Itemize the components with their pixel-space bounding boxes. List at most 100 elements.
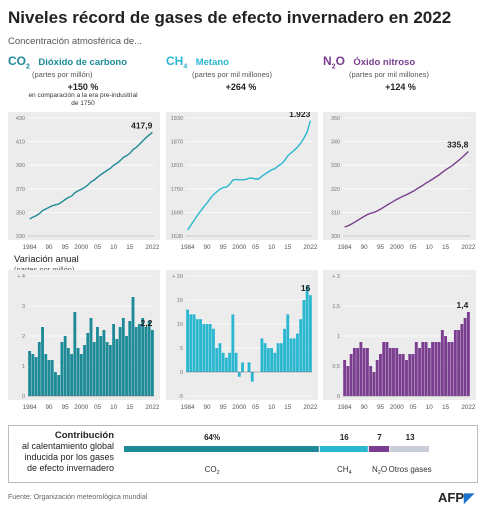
y-tick-label: 430 (16, 116, 25, 122)
gas-unit: (partes por mil millones) (192, 70, 273, 80)
bar (411, 354, 415, 396)
contribution-line: de efecto invernadero (26, 463, 114, 473)
bar (50, 360, 54, 396)
bar (283, 328, 286, 372)
bar (356, 348, 360, 396)
bar (86, 333, 90, 396)
y-tick-label: 1810 (171, 163, 183, 169)
series-line (187, 120, 312, 231)
bar (437, 342, 441, 396)
x-tick-label: 2022 (303, 244, 318, 251)
bar (270, 348, 274, 372)
x-tick-label: 15 (284, 244, 292, 251)
y-tick-label: + 4 (17, 274, 25, 280)
gas-name: Óxido nitroso (353, 57, 416, 68)
chart-panel-bg (323, 112, 476, 240)
bar (296, 333, 299, 372)
bar (28, 351, 32, 396)
x-tick-label: 10 (426, 244, 434, 251)
x-tick-label: 2000 (390, 244, 405, 251)
x-tick-label: 10 (268, 244, 276, 251)
contribution-category: Otros gases (389, 465, 432, 474)
bar (247, 362, 251, 372)
x-tick-label: 2000 (232, 404, 247, 411)
x-tick-label: 1984 (338, 244, 353, 251)
bar (102, 330, 106, 396)
bar (221, 352, 225, 372)
y-tick-label: 3 (22, 304, 25, 310)
bar (76, 348, 80, 396)
bar (47, 360, 51, 396)
bar (385, 342, 389, 396)
x-tick-label: 90 (361, 244, 369, 251)
bar (34, 357, 38, 396)
bar (427, 348, 431, 396)
contribution-bar: 64% CO2 16 CH4 7 N2O 13 Otros gases (124, 433, 432, 476)
gas-symbol: CO2 (8, 54, 30, 71)
x-tick-label: 95 (377, 404, 385, 411)
y-tick-label: 1750 (171, 187, 183, 193)
x-tick-label: 1984 (181, 244, 196, 251)
gas-unit: (partes por millón) (32, 70, 93, 80)
bar (401, 354, 405, 396)
bar (37, 342, 41, 396)
chart-panel-bg (166, 112, 318, 240)
bar (189, 314, 193, 372)
x-tick-label: 05 (252, 244, 260, 251)
bar (231, 314, 235, 372)
contribution-value: 16 (340, 433, 349, 442)
y-tick-label: 1630 (171, 234, 183, 240)
bar (372, 372, 376, 396)
contribution-panel (8, 425, 478, 483)
y-tick-label: 300 (331, 234, 340, 240)
bar (115, 339, 119, 396)
bar (138, 324, 141, 396)
x-tick-label: 95 (377, 244, 385, 251)
y-tick-label: 370 (16, 187, 25, 193)
bar (379, 354, 382, 396)
bar (343, 360, 347, 396)
x-tick-label: 10 (110, 404, 118, 411)
bar (453, 330, 457, 396)
series-line (29, 131, 153, 220)
page-subtitle: Concentración atmosférica de... (8, 36, 143, 47)
y-tick-label: 390 (16, 163, 25, 169)
x-tick-label: 95 (62, 404, 70, 411)
y-tick-label: 320 (331, 187, 340, 193)
bar (260, 338, 264, 372)
bar (444, 336, 448, 396)
bar (44, 354, 48, 396)
y-tick-label: 2 (22, 334, 25, 340)
bar (108, 345, 112, 396)
contribution-title: Contribución (54, 430, 114, 441)
y-tick-label: 0 (22, 394, 25, 400)
bar (31, 354, 35, 396)
y-tick-label: + 2 (332, 274, 340, 280)
chart-co2-concentration: 330 350 370 390 410 430 1984 90 95 2000 05 10 15 2022… (8, 112, 160, 251)
bar (414, 342, 418, 396)
bar (83, 345, 86, 396)
contribution-value: 13 (406, 433, 415, 442)
x-tick-label: 95 (220, 404, 228, 411)
bar (405, 360, 408, 396)
bar (105, 342, 109, 396)
annual-variation-unit: (partes por millón) (14, 265, 75, 274)
bar (237, 372, 241, 377)
bar (434, 342, 438, 396)
y-tick-label: 15 (177, 298, 183, 304)
chart-co2-annual: 0 1 2 3 + 4 1984 90 95 2000 05 10 15 2022 2,2 (8, 270, 160, 411)
bar (134, 327, 138, 396)
chart-n2o-concentration: 300 310 320 330 340 350 1984 90 95 2000 05 10 15 2022… (323, 112, 476, 251)
x-tick-label: 10 (110, 244, 118, 251)
bar (466, 312, 470, 396)
x-tick-label: 10 (426, 404, 434, 411)
last-value-label: 1.923 (289, 112, 311, 119)
contribution-segment (124, 446, 319, 452)
bar (440, 330, 444, 396)
x-tick-label: 05 (94, 404, 102, 411)
bar (418, 348, 421, 396)
bar (70, 354, 74, 396)
bar (57, 375, 61, 396)
chart-n2o-annual: 0 0,5 1 1,5 + 2 1984 90 95 2000 05 10 15 2022 1,4 (323, 270, 476, 411)
